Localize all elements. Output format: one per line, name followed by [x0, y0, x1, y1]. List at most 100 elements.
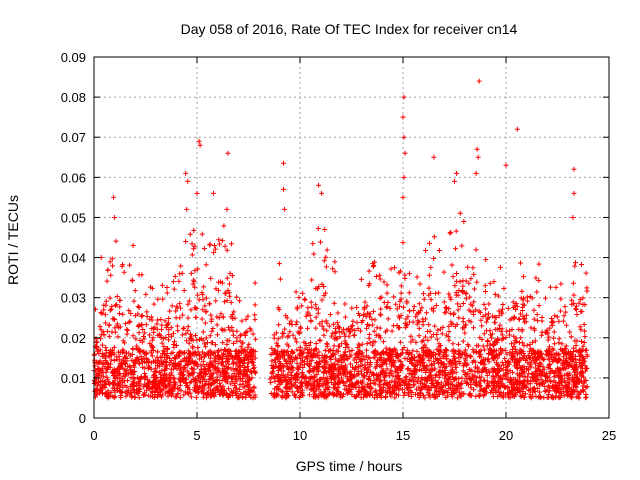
data-point	[163, 358, 169, 364]
data-point	[580, 387, 586, 393]
data-point	[171, 376, 177, 382]
data-point	[483, 306, 489, 312]
data-point	[490, 385, 496, 391]
data-point	[209, 360, 215, 366]
data-point	[190, 337, 196, 343]
data-point	[294, 370, 300, 376]
data-point	[294, 306, 300, 312]
data-point	[570, 376, 576, 382]
data-point	[148, 350, 154, 356]
data-point	[477, 349, 483, 355]
data-point	[161, 371, 167, 377]
data-point	[228, 376, 234, 382]
data-point	[482, 283, 488, 289]
data-point	[323, 318, 329, 324]
data-point	[372, 395, 378, 401]
data-point	[151, 372, 157, 378]
data-point	[471, 349, 477, 355]
data-point	[421, 359, 427, 365]
data-point	[547, 371, 553, 377]
data-point	[124, 326, 130, 332]
data-point	[377, 276, 383, 282]
data-point	[208, 312, 214, 318]
data-point	[127, 364, 133, 370]
data-point	[99, 311, 105, 317]
data-point	[315, 352, 321, 358]
data-point	[378, 364, 384, 370]
data-point	[406, 379, 412, 385]
data-point	[210, 326, 216, 332]
data-point	[231, 359, 237, 365]
data-point	[482, 365, 488, 371]
data-point	[421, 348, 427, 354]
data-point	[137, 376, 143, 382]
data-point	[582, 328, 588, 334]
data-point	[226, 356, 232, 362]
data-point	[437, 326, 443, 332]
data-point	[171, 279, 177, 285]
data-point	[401, 344, 407, 350]
data-point	[421, 296, 427, 302]
data-point	[461, 219, 467, 225]
data-point	[290, 332, 296, 338]
data-point	[446, 376, 452, 382]
data-point	[390, 351, 396, 357]
data-point	[237, 338, 243, 344]
data-point	[326, 370, 332, 376]
data-point	[157, 380, 163, 386]
data-point	[149, 389, 155, 395]
data-point	[515, 382, 521, 388]
data-point	[486, 359, 492, 365]
x-tick-label: 15	[396, 428, 410, 443]
data-point	[287, 329, 293, 335]
data-point	[202, 341, 208, 347]
data-point	[215, 360, 221, 366]
data-point	[451, 376, 457, 382]
data-point	[199, 231, 205, 237]
data-point	[185, 301, 191, 307]
data-point	[384, 390, 390, 396]
data-point	[187, 336, 193, 342]
data-point	[329, 333, 335, 339]
data-point	[426, 369, 432, 375]
data-point	[546, 334, 552, 340]
data-point	[392, 378, 398, 384]
data-point	[281, 160, 287, 166]
data-point	[245, 379, 251, 385]
data-point	[370, 342, 376, 348]
data-point	[176, 350, 182, 356]
data-point	[193, 314, 199, 320]
data-point	[176, 361, 182, 367]
data-point	[342, 301, 348, 307]
data-point	[568, 394, 574, 400]
data-point	[302, 296, 308, 302]
data-point	[470, 309, 476, 315]
data-point	[425, 337, 431, 343]
data-point	[430, 308, 436, 314]
data-point	[115, 334, 121, 340]
data-point	[472, 368, 478, 374]
data-point	[499, 311, 505, 317]
data-point	[299, 370, 305, 376]
data-point	[496, 351, 502, 357]
data-point	[127, 353, 133, 359]
data-point	[342, 338, 348, 344]
data-point	[117, 298, 123, 304]
data-point	[419, 367, 425, 373]
data-point	[164, 389, 170, 395]
data-point	[583, 347, 589, 353]
data-point	[509, 341, 515, 347]
data-point	[336, 325, 342, 331]
data-point	[456, 351, 462, 357]
data-point	[130, 375, 136, 381]
data-point	[524, 356, 530, 362]
data-point	[558, 366, 564, 372]
data-point	[510, 385, 516, 391]
data-point	[324, 343, 330, 349]
data-point	[214, 332, 220, 338]
data-point	[342, 383, 348, 389]
data-point	[316, 182, 322, 188]
data-point	[497, 264, 503, 270]
data-point	[163, 377, 169, 383]
data-point	[330, 266, 336, 272]
